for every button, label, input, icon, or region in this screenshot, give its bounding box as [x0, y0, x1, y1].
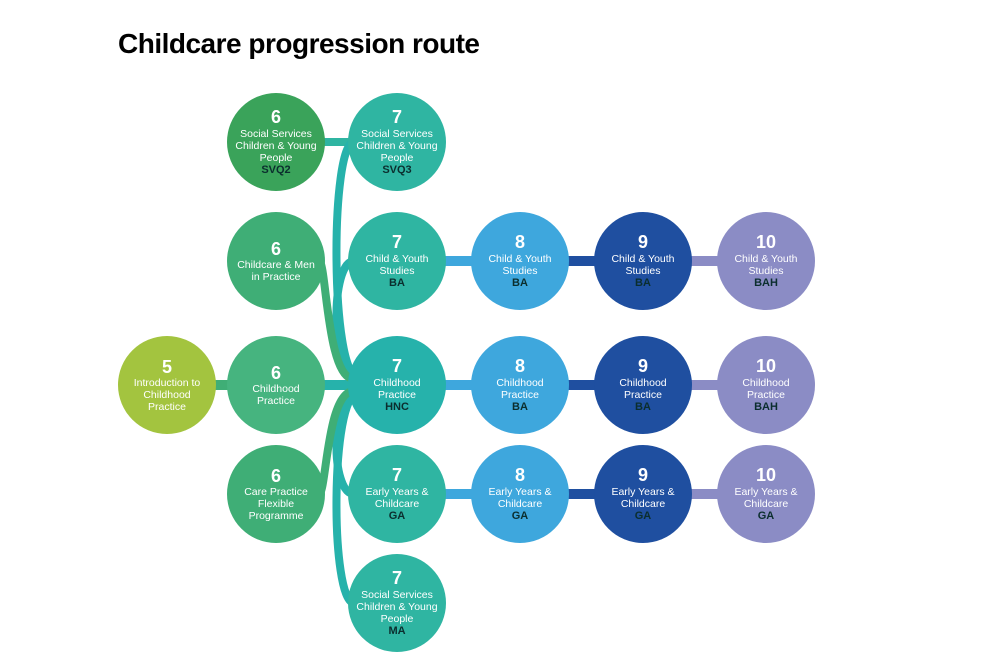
- node-n7d: 7Early Years & ChildcareGA: [348, 445, 446, 543]
- node-n9b: 9Child & Youth StudiesBA: [594, 212, 692, 310]
- node-level: 9: [638, 465, 648, 486]
- node-level: 6: [271, 466, 281, 487]
- node-n7a: 7Social Services Children & Young People…: [348, 93, 446, 191]
- node-qualification: BA: [512, 401, 528, 414]
- page-title: Childcare progression route: [118, 28, 479, 60]
- node-level: 5: [162, 357, 172, 378]
- node-level: 8: [515, 232, 525, 253]
- node-qualification: BA: [635, 277, 651, 290]
- node-level: 6: [271, 239, 281, 260]
- node-label: Social Services Children & Young People: [354, 589, 440, 625]
- node-level: 9: [638, 232, 648, 253]
- node-label: Childhood Practice: [723, 377, 809, 401]
- node-label: Care Practice Flexible Programme: [233, 486, 319, 522]
- node-level: 10: [756, 232, 776, 253]
- node-level: 8: [515, 465, 525, 486]
- node-label: Childhood Practice: [233, 383, 319, 407]
- diagram-stage: Childcare progression route 5Introductio…: [0, 0, 1000, 652]
- edge: [319, 261, 354, 379]
- node-label: Child & Youth Studies: [354, 253, 440, 277]
- node-level: 7: [392, 465, 402, 486]
- node-label: Childhood Practice: [354, 377, 440, 401]
- node-label: Child & Youth Studies: [600, 253, 686, 277]
- node-n6b: 6Childcare & Men in Practice: [227, 212, 325, 310]
- node-label: Introduction to Childhood Practice: [124, 377, 210, 413]
- node-n7b: 7Child & Youth StudiesBA: [348, 212, 446, 310]
- edges-layer: [0, 0, 1000, 652]
- node-level: 8: [515, 356, 525, 377]
- node-n10b: 10Child & Youth StudiesBAH: [717, 212, 815, 310]
- node-n10d: 10Early Years & ChildcareGA: [717, 445, 815, 543]
- node-level: 7: [392, 107, 402, 128]
- node-n6d: 6Care Practice Flexible Programme: [227, 445, 325, 543]
- node-n8d: 8Early Years & ChildcareGA: [471, 445, 569, 543]
- node-n6a: 6Social Services Children & Young People…: [227, 93, 325, 191]
- node-level: 7: [392, 568, 402, 589]
- node-level: 7: [392, 232, 402, 253]
- node-qualification: GA: [389, 510, 406, 523]
- node-n5: 5Introduction to Childhood Practice: [118, 336, 216, 434]
- node-qualification: HNC: [385, 401, 409, 414]
- node-n7c: 7Childhood PracticeHNC: [348, 336, 446, 434]
- node-n8c: 8Childhood PracticeBA: [471, 336, 569, 434]
- node-label: Childcare & Men in Practice: [233, 259, 319, 283]
- node-level: 9: [638, 356, 648, 377]
- node-label: Child & Youth Studies: [723, 253, 809, 277]
- node-qualification: BA: [635, 401, 651, 414]
- node-label: Early Years & Childcare: [354, 486, 440, 510]
- node-qualification: SVQ2: [261, 164, 290, 177]
- node-label: Early Years & Childcare: [600, 486, 686, 510]
- node-n9c: 9Childhood PracticeBA: [594, 336, 692, 434]
- node-qualification: GA: [635, 510, 652, 523]
- node-level: 10: [756, 356, 776, 377]
- node-n6c: 6Childhood Practice: [227, 336, 325, 434]
- node-n8b: 8Child & Youth StudiesBA: [471, 212, 569, 310]
- node-qualification: SVQ3: [382, 164, 411, 177]
- node-level: 6: [271, 363, 281, 384]
- node-qualification: BA: [389, 277, 405, 290]
- node-qualification: BAH: [754, 401, 778, 414]
- node-qualification: GA: [758, 510, 775, 523]
- node-label: Early Years & Childcare: [477, 486, 563, 510]
- node-qualification: BA: [512, 277, 528, 290]
- node-label: Social Services Children & Young People: [233, 128, 319, 164]
- node-level: 6: [271, 107, 281, 128]
- node-level: 7: [392, 356, 402, 377]
- node-n7e: 7Social Services Children & Young People…: [348, 554, 446, 652]
- node-qualification: MA: [388, 625, 405, 638]
- node-n9d: 9Early Years & ChildcareGA: [594, 445, 692, 543]
- node-label: Child & Youth Studies: [477, 253, 563, 277]
- node-level: 10: [756, 465, 776, 486]
- node-label: Childhood Practice: [477, 377, 563, 401]
- node-n10c: 10Childhood PracticeBAH: [717, 336, 815, 434]
- node-qualification: GA: [512, 510, 529, 523]
- edge: [319, 391, 354, 494]
- node-label: Social Services Children & Young People: [354, 128, 440, 164]
- node-label: Childhood Practice: [600, 377, 686, 401]
- node-qualification: BAH: [754, 277, 778, 290]
- node-label: Early Years & Childcare: [723, 486, 809, 510]
